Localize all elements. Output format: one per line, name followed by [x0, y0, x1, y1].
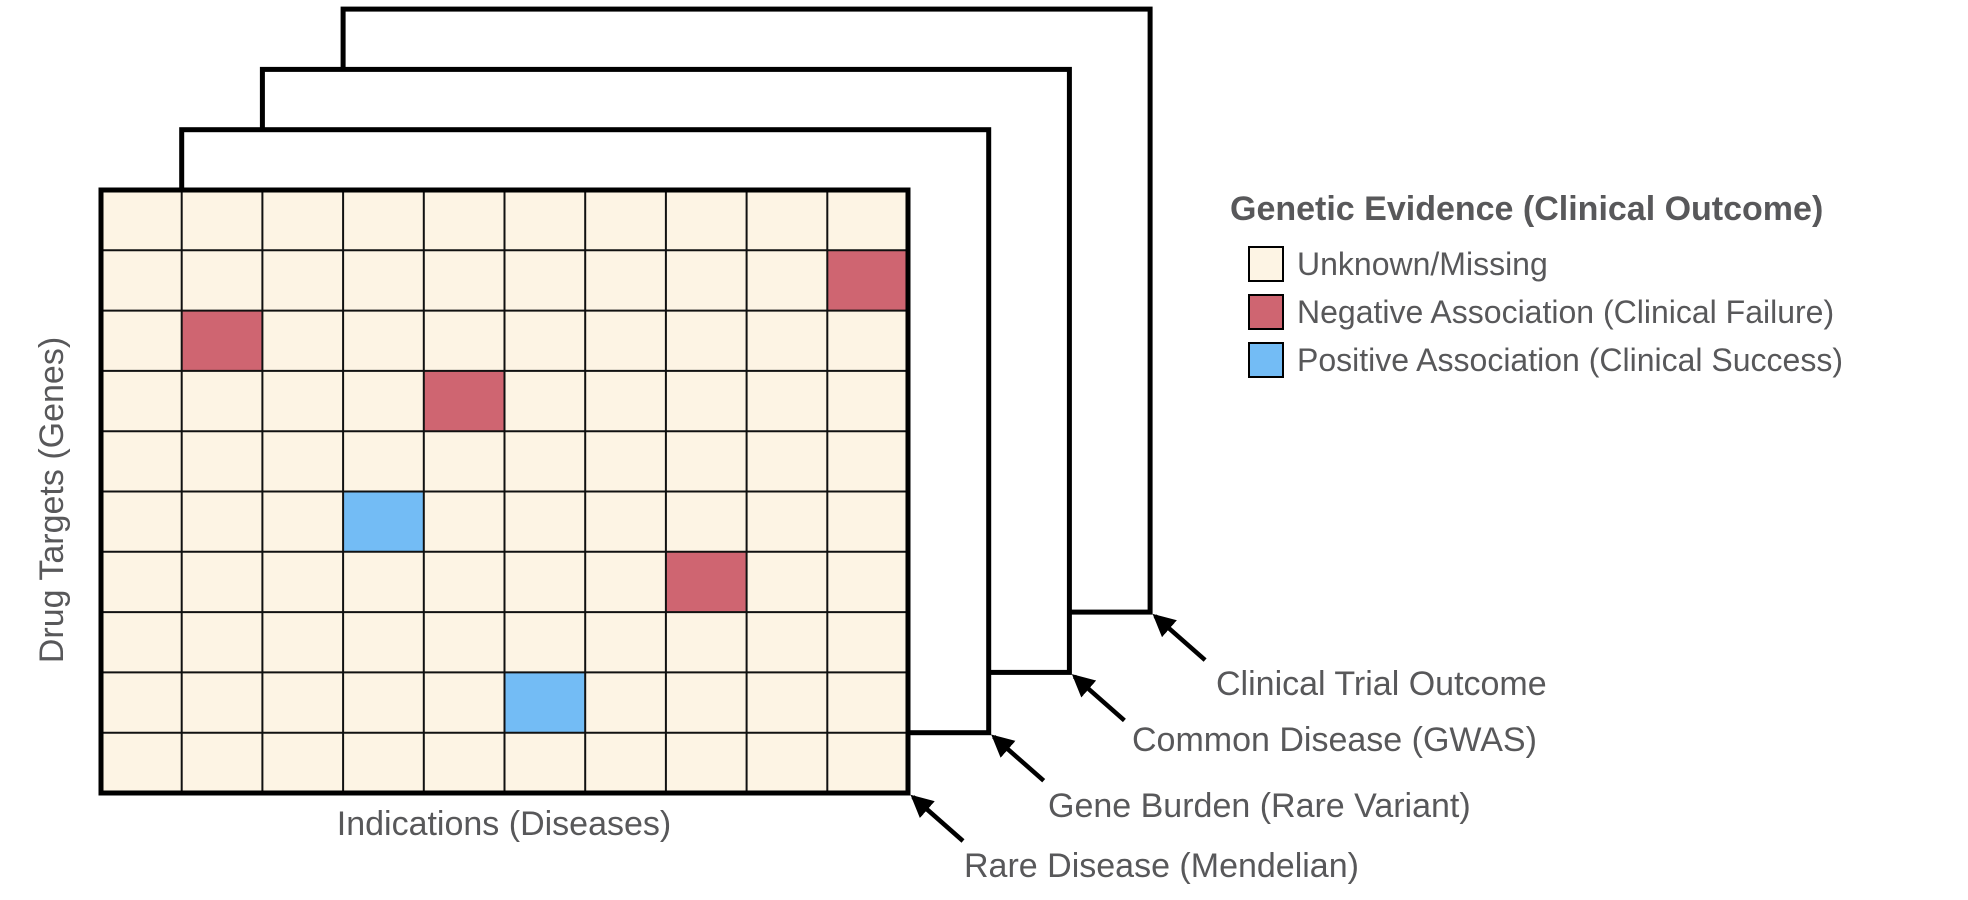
y-axis-label: Drug Targets (Genes): [33, 336, 71, 664]
legend-item-unknown: Unknown/Missing: [1248, 246, 1843, 282]
legend-swatch-unknown-icon: [1248, 246, 1284, 282]
layer-label-rare-disease: Rare Disease (Mendelian): [964, 847, 1359, 885]
legend-label-unknown: Unknown/Missing: [1297, 246, 1548, 282]
grid-outer-border: [98, 187, 911, 796]
legend-item-positive: Positive Association (Clinical Success): [1248, 342, 1843, 378]
legend: Genetic Evidence (Clinical Outcome) Unkn…: [1230, 192, 1843, 390]
layer-callout-arrow-2: [1071, 674, 1126, 723]
grid-cell-positive: [504, 672, 586, 733]
layer-label-common-disease: Common Disease (GWAS): [1132, 721, 1537, 759]
x-axis-label: Indications (Diseases): [336, 805, 672, 843]
layer-label-clinical-trial: Clinical Trial Outcome: [1216, 665, 1547, 703]
grid-cell-positive: [343, 491, 424, 552]
legend-swatch-positive-icon: [1248, 342, 1284, 378]
legend-swatch-negative-icon: [1248, 294, 1284, 330]
legend-item-negative: Negative Association (Clinical Failure): [1248, 294, 1843, 330]
evidence-grid: [98, 187, 911, 796]
layer-callout-arrow-1: [991, 734, 1046, 783]
layer-callout-arrow-0: [910, 794, 965, 843]
legend-title: Genetic Evidence (Clinical Outcome): [1230, 190, 1824, 228]
grid-cell-negative: [423, 370, 505, 432]
layer-callout-arrow-3: [1152, 613, 1207, 662]
legend-label-negative: Negative Association (Clinical Failure): [1297, 294, 1835, 330]
grid-cell-negative: [181, 310, 263, 371]
grid-cell-negative: [827, 250, 908, 311]
grid-cell-negative: [665, 551, 747, 613]
layer-label-gene-burden: Gene Burden (Rare Variant): [1048, 787, 1471, 825]
legend-label-positive: Positive Association (Clinical Success): [1297, 342, 1843, 378]
